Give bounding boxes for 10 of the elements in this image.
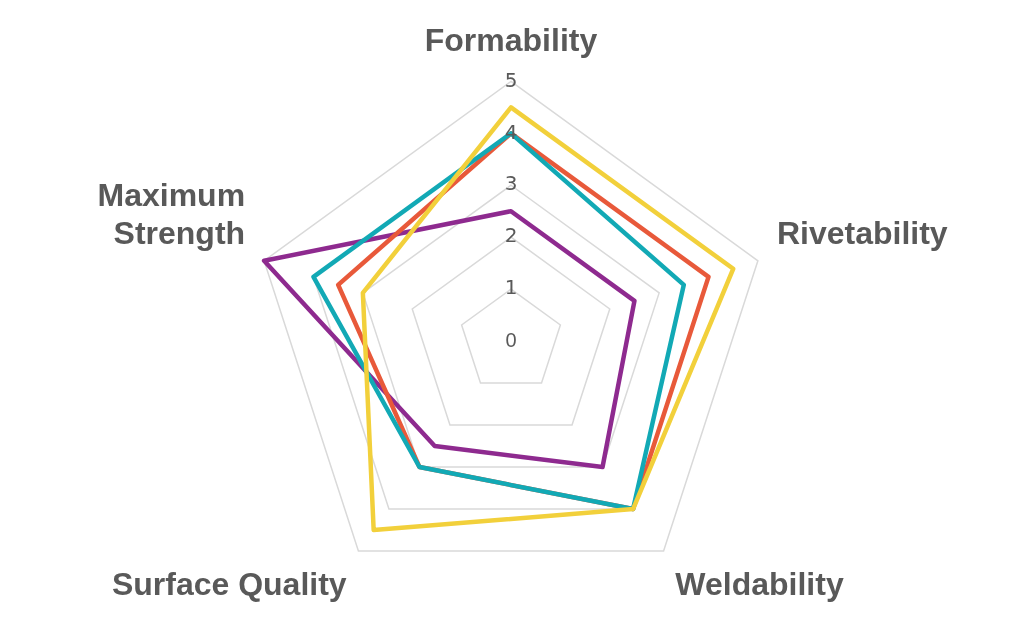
y-tick-label: 0 <box>505 328 517 351</box>
spoke-label: Maximum Strength <box>97 176 246 252</box>
spoke-label: Rivetability <box>776 215 948 252</box>
spoke-label: Surface Quality <box>111 566 347 603</box>
spoke-label: Formability <box>424 22 598 59</box>
y-tick-label: 5 <box>504 67 518 92</box>
spoke-label: Weldability <box>675 566 844 603</box>
y-tick-label: 1 <box>504 275 518 300</box>
y-tick-label: 3 <box>504 171 518 196</box>
y-tick-label: 2 <box>504 223 518 248</box>
